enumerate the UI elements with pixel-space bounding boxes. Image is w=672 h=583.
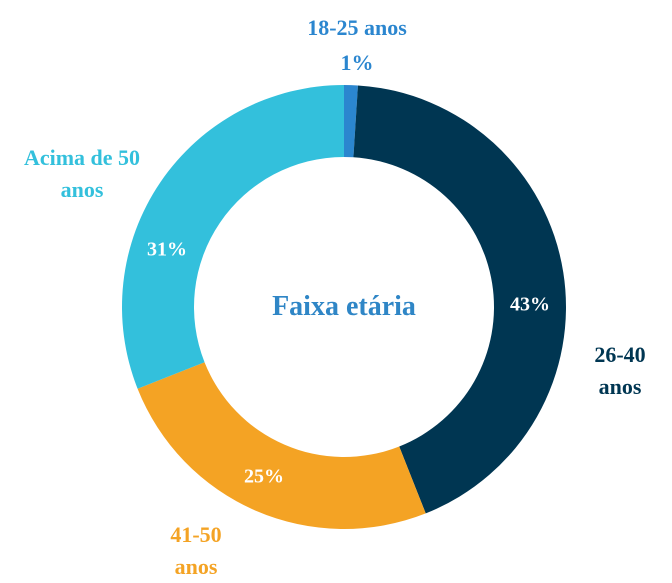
- donut-segment: [137, 362, 426, 529]
- category-label: 41-50 anos: [170, 522, 222, 579]
- value-label: 25%: [244, 465, 284, 488]
- value-label: 31%: [147, 238, 187, 261]
- value-label: 43%: [510, 293, 550, 316]
- category-label: 18-25 anos: [307, 15, 407, 40]
- value-label: 1%: [340, 50, 374, 75]
- donut-segment: [353, 85, 566, 514]
- chart-title: Faixa etária: [272, 291, 416, 322]
- donut-segment: [344, 85, 358, 158]
- category-label: Acima de 50 anos: [23, 145, 141, 202]
- category-label: 26-40 anos: [594, 342, 646, 399]
- donut-segment: [121, 85, 345, 389]
